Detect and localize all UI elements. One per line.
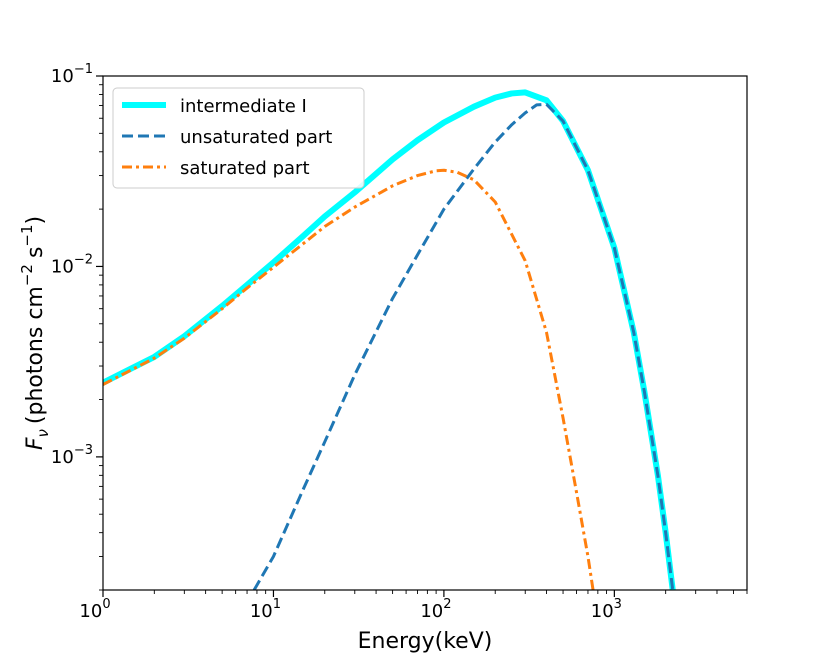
y-tick-exp: −3	[74, 443, 93, 458]
y-axis-label: Fν (photons cm−2 s−1)	[18, 216, 52, 450]
y-tick-label: 10−2	[51, 252, 93, 277]
legend-label-unsaturated: unsaturated part	[180, 127, 332, 148]
x-tick-label: 103	[591, 597, 622, 622]
x-tick-label: 101	[250, 597, 281, 622]
y-label-mid: s	[23, 247, 48, 258]
y-label-text: (photons cm	[23, 286, 48, 424]
x-tick-exp: 1	[273, 597, 281, 612]
legend-label-saturated: saturated part	[180, 158, 310, 179]
series-line-2	[103, 168, 595, 590]
legend-box	[112, 87, 365, 189]
x-tick-base: 10	[250, 601, 273, 622]
y-tick-base: 10	[51, 66, 74, 87]
x-axis-label: Energy(keV)	[358, 629, 493, 654]
series-lines	[103, 89, 676, 590]
series-line-1	[252, 102, 675, 590]
y-label-subscript: ν	[34, 429, 52, 437]
x-tick-label: 102	[420, 597, 451, 622]
y-label-close: )	[23, 216, 48, 225]
axis-ticks	[96, 75, 748, 597]
y-label-exp2: −1	[18, 224, 36, 246]
y-tick-label: 10−1	[51, 62, 93, 87]
x-tick-label: 100	[79, 597, 110, 622]
x-tick-exp: 0	[102, 597, 110, 612]
y-tick-base: 10	[51, 447, 74, 468]
x-tick-exp: 2	[443, 597, 451, 612]
plot-frame	[102, 75, 748, 591]
y-tick-label: 10−3	[51, 443, 93, 468]
y-tick-exp: −1	[74, 62, 93, 77]
legend-label-intermediate: intermediate I	[180, 96, 307, 117]
x-tick-exp: 3	[614, 597, 622, 612]
y-tick-exp: −2	[74, 252, 93, 267]
legend: intermediate I unsaturated part saturate…	[112, 87, 365, 189]
x-tick-base: 10	[420, 601, 443, 622]
y-label-symbol: F	[23, 437, 48, 450]
y-tick-base: 10	[51, 256, 74, 277]
x-tick-base: 10	[591, 601, 614, 622]
x-tick-base: 10	[79, 601, 102, 622]
y-label-exp1: −2	[18, 264, 36, 286]
